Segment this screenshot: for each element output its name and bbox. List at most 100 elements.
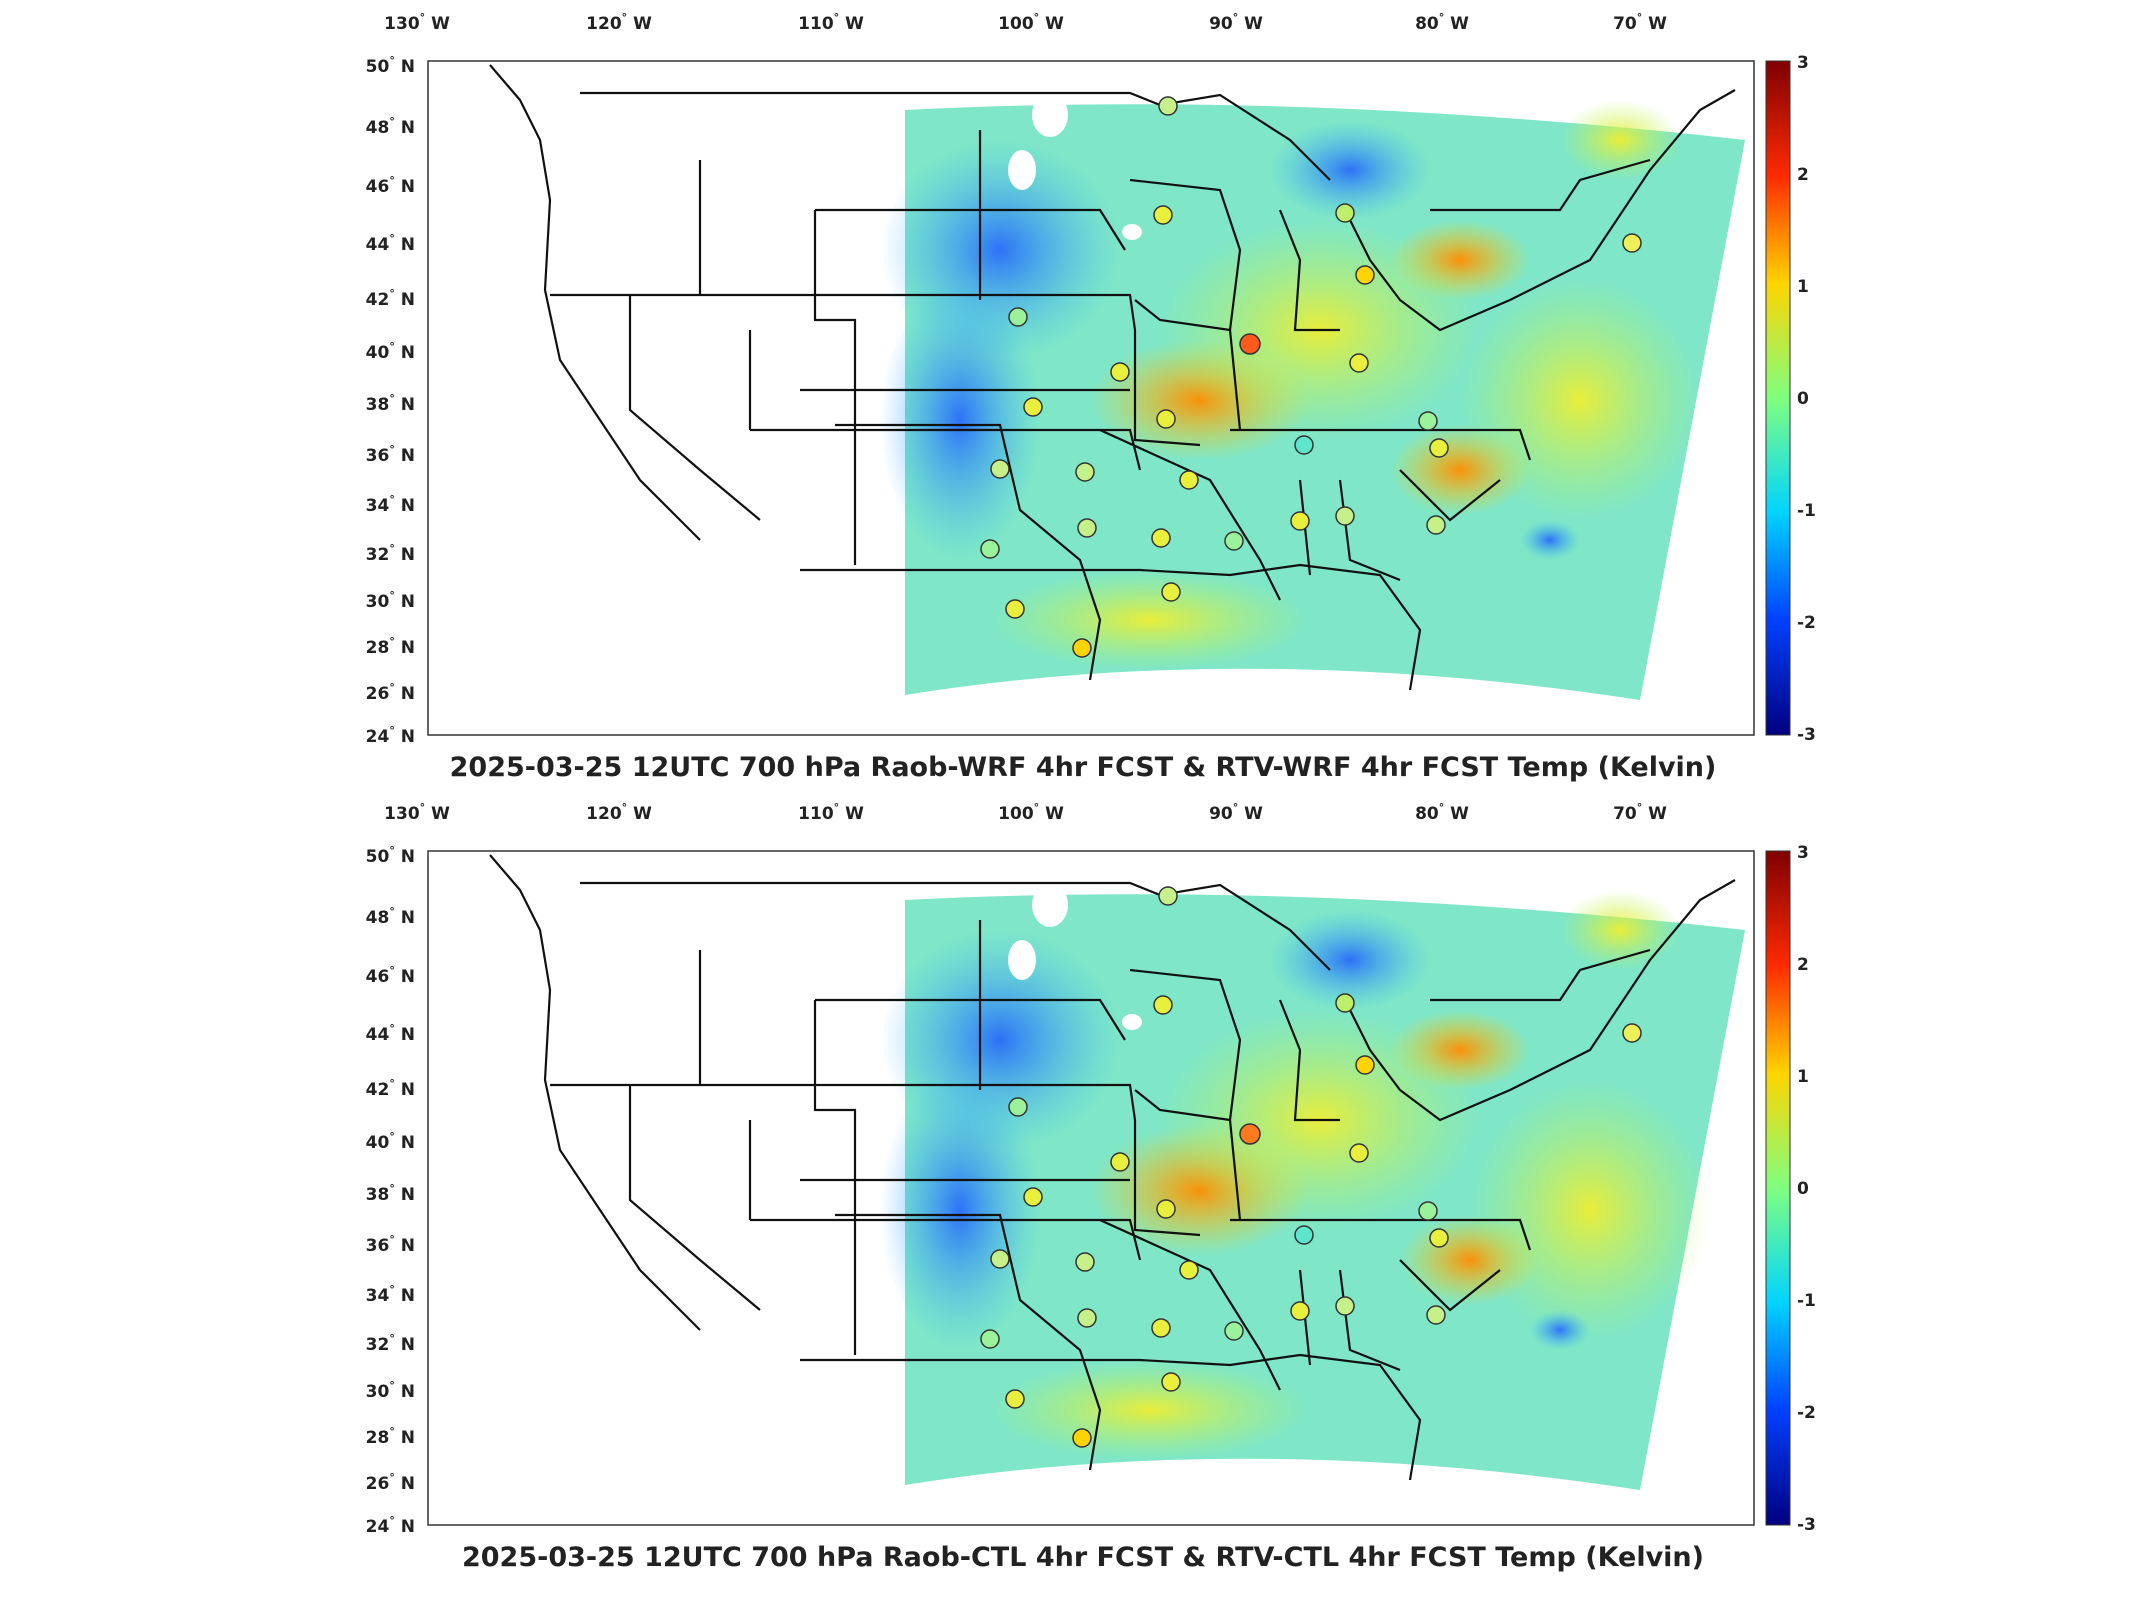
colorbar-tick: 3 <box>1797 843 1809 863</box>
raob-station <box>1151 528 1171 548</box>
colorbar-tick: -2 <box>1797 613 1816 633</box>
lat-label: 24° N <box>366 1514 415 1537</box>
lat-label: 32° N <box>366 1332 415 1355</box>
colorbar <box>1765 60 1791 736</box>
colorbar-tick: 0 <box>1797 389 1809 409</box>
raob-station <box>1239 1123 1261 1145</box>
raob-station <box>1023 1187 1043 1207</box>
lon-label: 100° W <box>998 11 1064 34</box>
raob-station <box>1224 531 1244 551</box>
lon-label: 110° W <box>798 11 864 34</box>
lat-label: 24° N <box>366 724 415 747</box>
raob-station <box>1153 995 1173 1015</box>
raob-station <box>1294 1225 1314 1245</box>
state-boundaries <box>489 64 1736 691</box>
colorbar-tick: 0 <box>1797 1179 1809 1199</box>
raob-station <box>990 459 1010 479</box>
colorbar-ticks: 3 2 1 0 -1 -2 -3 <box>1797 843 1816 1535</box>
raob-station <box>1349 1143 1369 1163</box>
lat-label: 42° N <box>366 287 415 310</box>
lon-label: 80° W <box>1415 801 1469 824</box>
lat-label: 40° N <box>366 340 415 363</box>
lon-label: 70° W <box>1613 11 1667 34</box>
lat-label: 28° N <box>366 635 415 658</box>
raob-station <box>1290 1301 1310 1321</box>
lat-label: 42° N <box>366 1077 415 1100</box>
raob-station <box>980 1329 1000 1349</box>
raob-station <box>1005 1389 1025 1409</box>
temperature-difference-field <box>880 883 1745 1490</box>
raob-station <box>1429 1228 1449 1248</box>
raob-station <box>1077 518 1097 538</box>
lat-label: 40° N <box>366 1130 415 1153</box>
raob-station <box>1335 1296 1355 1316</box>
raob-station <box>1075 1252 1095 1272</box>
map-svg-bottom: 130° W 120° W 110° W 100° W 90° W 80° W … <box>366 801 1816 1573</box>
map-svg-top: 130° W 120° W 110° W 100° W 90° W 80° W … <box>366 11 1816 783</box>
lat-labels: 50° N 48° N 46° N 44° N 42° N 40° N 38° … <box>366 844 415 1537</box>
lon-label: 120° W <box>586 11 652 34</box>
raob-stations <box>980 886 1642 1448</box>
raob-station <box>1158 96 1178 116</box>
raob-station <box>1161 1372 1181 1392</box>
colorbar-tick: 1 <box>1797 1067 1809 1087</box>
lat-label: 26° N <box>366 1471 415 1494</box>
raob-station <box>1426 1305 1446 1325</box>
raob-station <box>1156 409 1176 429</box>
lon-label: 90° W <box>1209 801 1263 824</box>
lon-label: 70° W <box>1613 801 1667 824</box>
colorbar-tick: -1 <box>1797 1291 1816 1311</box>
lon-label: 90° W <box>1209 11 1263 34</box>
raob-station <box>1335 203 1355 223</box>
lon-label: 130° W <box>384 11 450 34</box>
lat-label: 26° N <box>366 681 415 704</box>
raob-station <box>1429 438 1449 458</box>
raob-station <box>1335 506 1355 526</box>
raob-station <box>1153 205 1173 225</box>
colorbar <box>1765 850 1791 1526</box>
colorbar-tick: -2 <box>1797 1403 1816 1423</box>
raob-station <box>1355 1055 1375 1075</box>
raob-station <box>1224 1321 1244 1341</box>
colorbar-ticks: 3 2 1 0 -1 -2 -3 <box>1797 53 1816 745</box>
raob-station <box>1072 638 1092 658</box>
lon-label: 100° W <box>998 801 1064 824</box>
lat-label: 46° N <box>366 174 415 197</box>
lon-labels: 130° W 120° W 110° W 100° W 90° W 80° W … <box>384 11 1667 34</box>
raob-station <box>1110 1152 1130 1172</box>
lat-label: 48° N <box>366 905 415 928</box>
raob-station <box>1179 1260 1199 1280</box>
raob-station <box>1622 1023 1642 1043</box>
temperature-difference-field <box>880 93 1745 701</box>
colorbar-tick: 3 <box>1797 53 1809 73</box>
state-boundaries <box>489 854 1736 1481</box>
raob-stations <box>980 96 1642 658</box>
lat-label: 32° N <box>366 542 415 565</box>
raob-station <box>990 1249 1010 1269</box>
lon-labels: 130° W 120° W 110° W 100° W 90° W 80° W … <box>384 801 1667 824</box>
map-title: 2025-03-25 12UTC 700 hPa Raob-CTL 4hr FC… <box>462 1542 1704 1573</box>
lat-label: 38° N <box>366 1182 415 1205</box>
map-title: 2025-03-25 12UTC 700 hPa Raob-WRF 4hr FC… <box>450 752 1717 783</box>
raob-station <box>1075 462 1095 482</box>
lat-label: 44° N <box>366 1022 415 1045</box>
lon-label: 120° W <box>586 801 652 824</box>
colorbar-tick: -1 <box>1797 501 1816 521</box>
raob-station <box>1349 353 1369 373</box>
raob-station <box>1622 233 1642 253</box>
lat-labels: 50° N 48° N 46° N 44° N 42° N 40° N 38° … <box>366 54 415 747</box>
lon-label: 80° W <box>1415 11 1469 34</box>
lat-label: 44° N <box>366 232 415 255</box>
raob-station <box>1426 515 1446 535</box>
lat-label: 30° N <box>366 1379 415 1402</box>
raob-station <box>1239 333 1261 355</box>
lat-label: 28° N <box>366 1425 415 1448</box>
raob-station <box>1077 1308 1097 1328</box>
raob-station <box>1008 307 1028 327</box>
lat-label: 34° N <box>366 493 415 516</box>
lat-label: 46° N <box>366 964 415 987</box>
raob-station <box>1156 1199 1176 1219</box>
lat-label: 36° N <box>366 1233 415 1256</box>
lat-label: 30° N <box>366 589 415 612</box>
colorbar-tick: -3 <box>1797 1515 1816 1535</box>
